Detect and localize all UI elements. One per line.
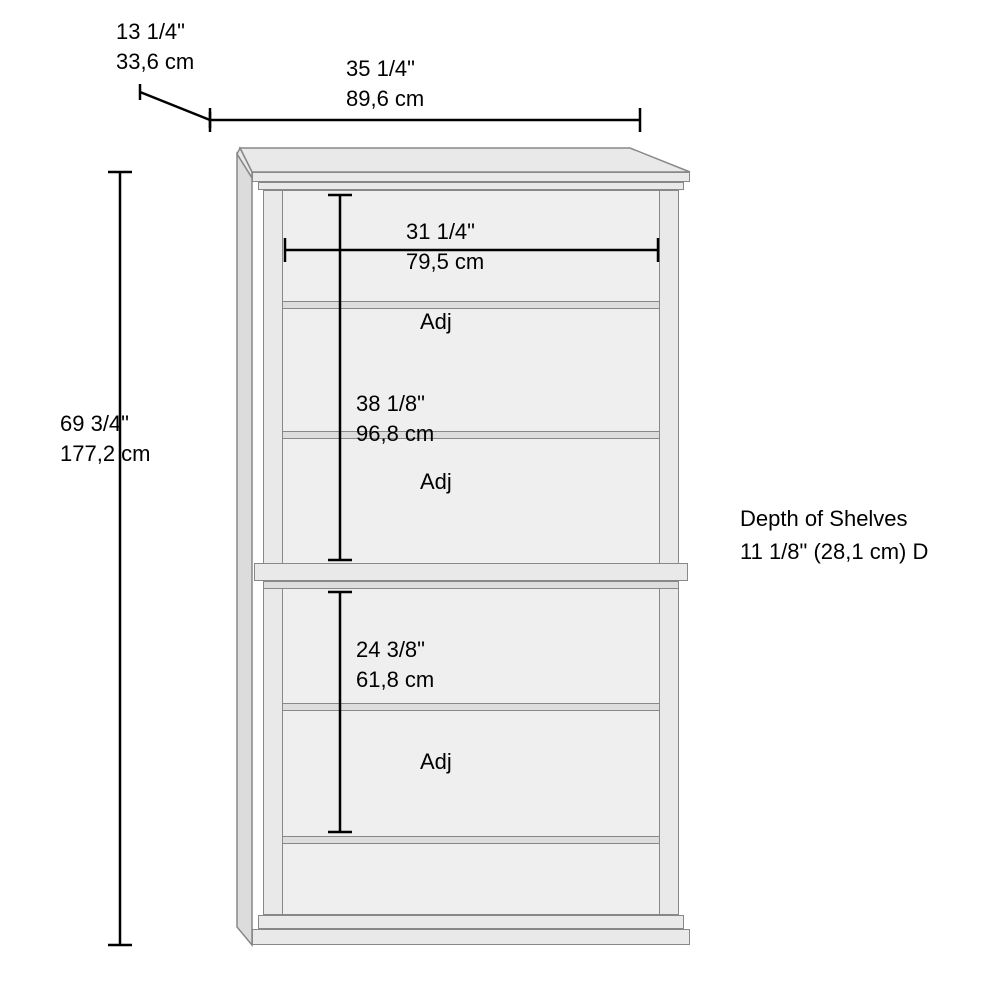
adj-label-3: Adj <box>420 748 452 777</box>
dim-height-imperial: 69 3/4" <box>60 410 129 439</box>
dim-depth-imperial: 13 1/4" <box>116 18 185 47</box>
dim-width-imperial: 35 1/4" <box>346 55 415 84</box>
shelf-depth-label: Depth of Shelves <box>740 505 908 534</box>
diagram-stage: 13 1/4" 33,6 cm 35 1/4" 89,6 cm 69 3/4" … <box>0 0 1000 1000</box>
dim-lower-height-imperial: 24 3/8" <box>356 636 425 665</box>
dim-lower-height-metric: 61,8 cm <box>356 666 434 695</box>
dim-inner-width-metric: 79,5 cm <box>406 248 484 277</box>
dim-height-metric: 177,2 cm <box>60 440 151 469</box>
adj-label-2: Adj <box>420 468 452 497</box>
dim-depth-metric: 33,6 cm <box>116 48 194 77</box>
dim-width-metric: 89,6 cm <box>346 85 424 114</box>
dimension-lines <box>0 0 1000 1000</box>
shelf-depth-value: 11 1/8" (28,1 cm) D <box>740 538 928 567</box>
dim-upper-height-imperial: 38 1/8" <box>356 390 425 419</box>
adj-label-1: Adj <box>420 308 452 337</box>
dim-inner-width-imperial: 31 1/4" <box>406 218 475 247</box>
dim-upper-height-metric: 96,8 cm <box>356 420 434 449</box>
